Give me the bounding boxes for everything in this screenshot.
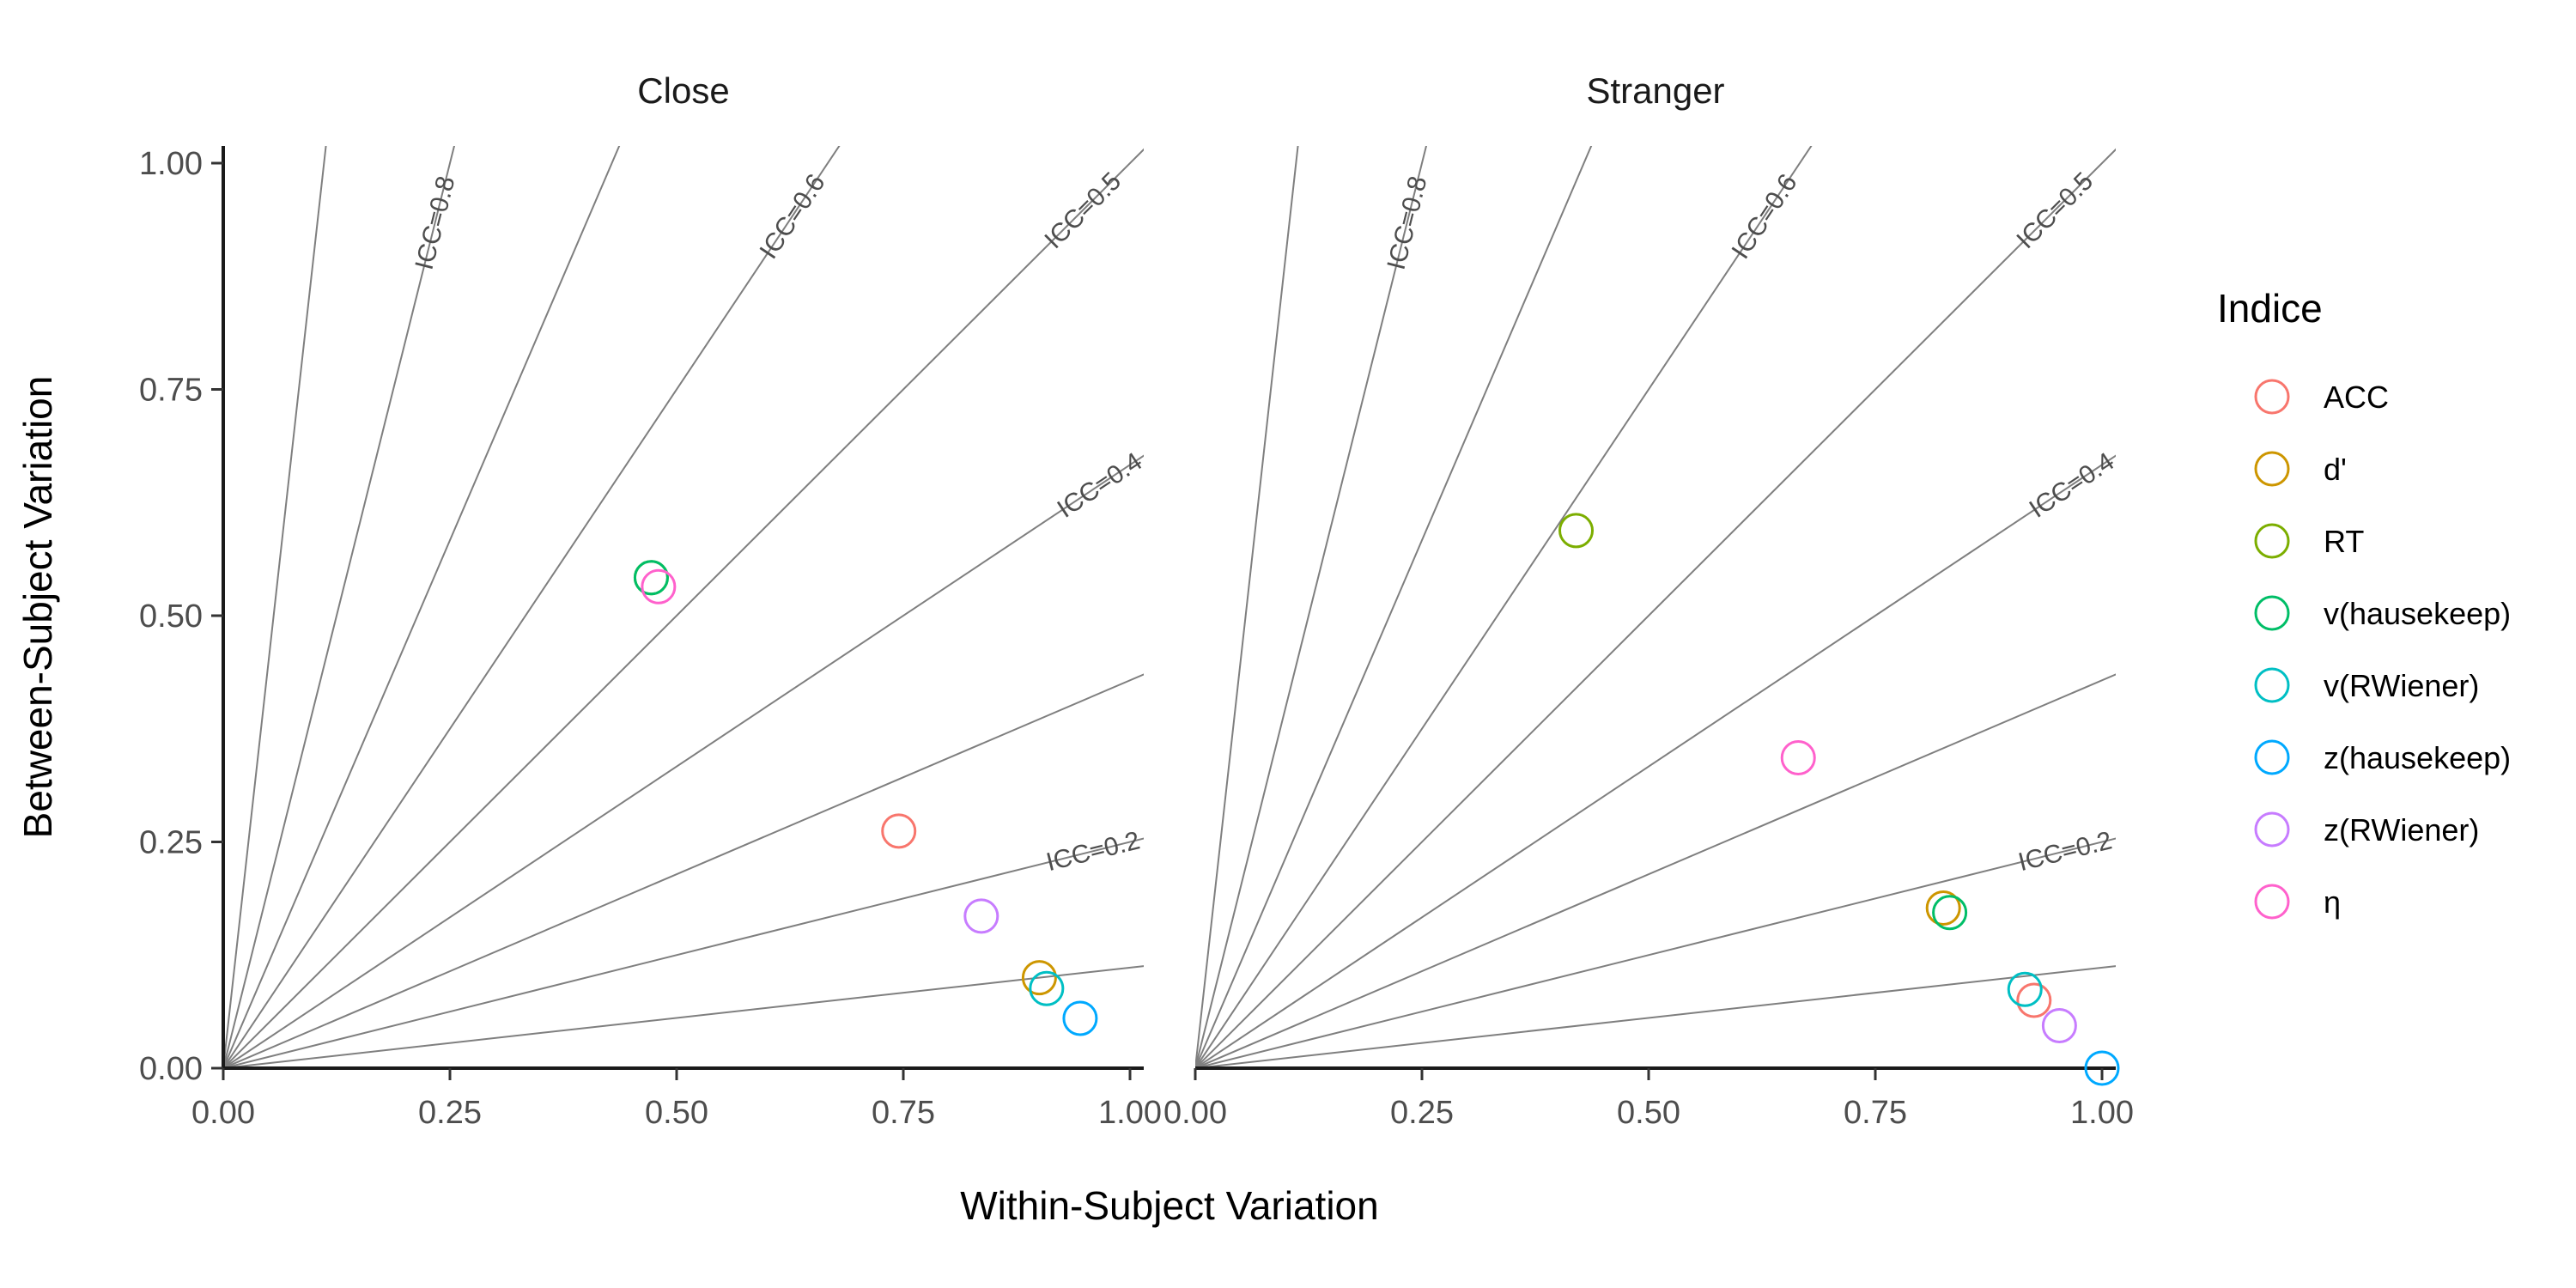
icc-line-label: ICC=0.8 (410, 173, 461, 273)
legend-label: z(RWiener) (2324, 812, 2479, 848)
legend-key (2254, 811, 2290, 848)
x-tick-label: 1.00 (2070, 1095, 2134, 1131)
data-point (633, 560, 669, 596)
icc-line-label: ICC=0.4 (2025, 447, 2120, 524)
legend-key (2254, 739, 2290, 775)
icc-line (1195, 148, 2116, 1068)
legend-key (2254, 451, 2290, 487)
y-tick-label: 0.75 (139, 373, 203, 409)
icc-line (223, 454, 1144, 1068)
icc-line-label: ICC=0.5 (1039, 167, 1127, 254)
x-tick-label: 0.25 (1390, 1095, 1454, 1131)
x-tick-label: 0.00 (1163, 1095, 1227, 1131)
data-point (2016, 982, 2052, 1018)
panel-close: Close ICC=0.2ICC=0.4ICC=0.5ICC=0.6ICC=0.… (139, 70, 1162, 1131)
legend-label: v(RWiener) (2324, 668, 2479, 703)
data-point (881, 813, 917, 849)
icc-line-label: ICC=0.4 (1053, 447, 1148, 524)
icc-line (223, 146, 327, 1068)
icc-line (1195, 146, 1299, 1068)
points-stranger (1558, 513, 2120, 1086)
x-tick-label: 0.00 (191, 1095, 255, 1131)
legend-key (2254, 595, 2290, 631)
data-point (1925, 890, 1961, 926)
icc-line-label: ICC=0.8 (1382, 173, 1433, 273)
y-tick-label: 0.00 (139, 1051, 203, 1087)
icc-reference-lines: ICC=0.2 ICC=0.4 ICC=0.5 ICC=0.6 ICC=0.8 (223, 146, 1148, 1068)
legend-label: z(hausekeep) (2324, 740, 2511, 775)
data-point (2041, 1007, 2077, 1043)
legend-key (2254, 667, 2290, 703)
y-tick-label: 1.00 (139, 146, 203, 182)
legend-key (2254, 379, 2290, 415)
icc-line (1195, 146, 1813, 1068)
x-axis-title: Within-Subject Variation (960, 1183, 1378, 1228)
points-close (633, 560, 1098, 1036)
legend-label: ACC (2324, 380, 2389, 415)
legend-key (2254, 523, 2290, 559)
icc-line (1195, 837, 2116, 1068)
legend-label: η (2324, 884, 2341, 920)
icc-line (1195, 146, 1428, 1068)
icc-line (223, 148, 1144, 1068)
icc-reference-lines: ICC=0.2 ICC=0.4 ICC=0.5 ICC=0.6 ICC=0.8 (1195, 146, 2120, 1068)
legend-key (2254, 884, 2290, 920)
x-tick-label: 0.25 (418, 1095, 482, 1131)
icc-line (1195, 673, 2116, 1068)
icc-line (223, 673, 1144, 1068)
data-point (1558, 513, 1595, 549)
icc-line (223, 837, 1144, 1068)
legend-label: RT (2324, 524, 2364, 559)
icc-line (223, 146, 841, 1068)
panel-title-stranger: Stranger (1586, 70, 1724, 111)
icc-line-label: ICC=0.6 (1727, 169, 1803, 264)
y-tick-label: 0.25 (139, 825, 203, 861)
x-tick-label: 0.75 (1844, 1095, 1907, 1131)
x-tick-label: 1.00 (1098, 1095, 1162, 1131)
legend-label: v(hausekeep) (2324, 596, 2511, 631)
icc-line (223, 146, 621, 1068)
icc-line-label: ICC=0.6 (755, 169, 831, 264)
axes-close: 0.00 0.25 0.50 0.75 1.00 0.00 0.25 0.50 0.75 1.00 (139, 146, 1162, 1131)
data-point (2084, 1050, 2120, 1086)
legend: Indice ACC d' RT v(hausekeep) v(RWiener) z(ha… (2217, 286, 2511, 920)
panel-title-close: Close (637, 70, 729, 111)
icc-line (223, 146, 456, 1068)
icc-line (1195, 965, 2116, 1068)
data-point (1780, 739, 1816, 775)
data-point (1021, 960, 1057, 996)
axes-stranger: 0.00 0.25 0.50 0.75 1.00 (1163, 1066, 2134, 1131)
y-axis-title: Between-Subject Variation (15, 376, 60, 839)
icc-line-label: ICC=0.5 (2011, 167, 2099, 254)
legend-title: Indice (2217, 286, 2323, 331)
data-point (1932, 895, 1968, 931)
x-tick-label: 0.50 (645, 1095, 708, 1131)
icc-line (1195, 454, 2116, 1068)
data-point (1062, 1000, 1098, 1036)
icc-line (223, 965, 1144, 1068)
icc-line (1195, 146, 1593, 1068)
icc-line-label: ICC=0.2 (2015, 826, 2115, 877)
data-point (1029, 970, 1065, 1006)
data-point (641, 568, 677, 605)
legend-label: d' (2324, 452, 2347, 487)
y-tick-label: 0.50 (139, 598, 203, 635)
x-tick-label: 0.50 (1617, 1095, 1680, 1131)
data-point (2007, 971, 2043, 1007)
x-tick-label: 0.75 (872, 1095, 935, 1131)
icc-line-label: ICC=0.2 (1043, 826, 1143, 877)
panel-stranger: Stranger ICC=0.2ICC=0.4ICC=0.5ICC=0.6ICC… (1163, 70, 2134, 1131)
data-point (963, 898, 999, 934)
